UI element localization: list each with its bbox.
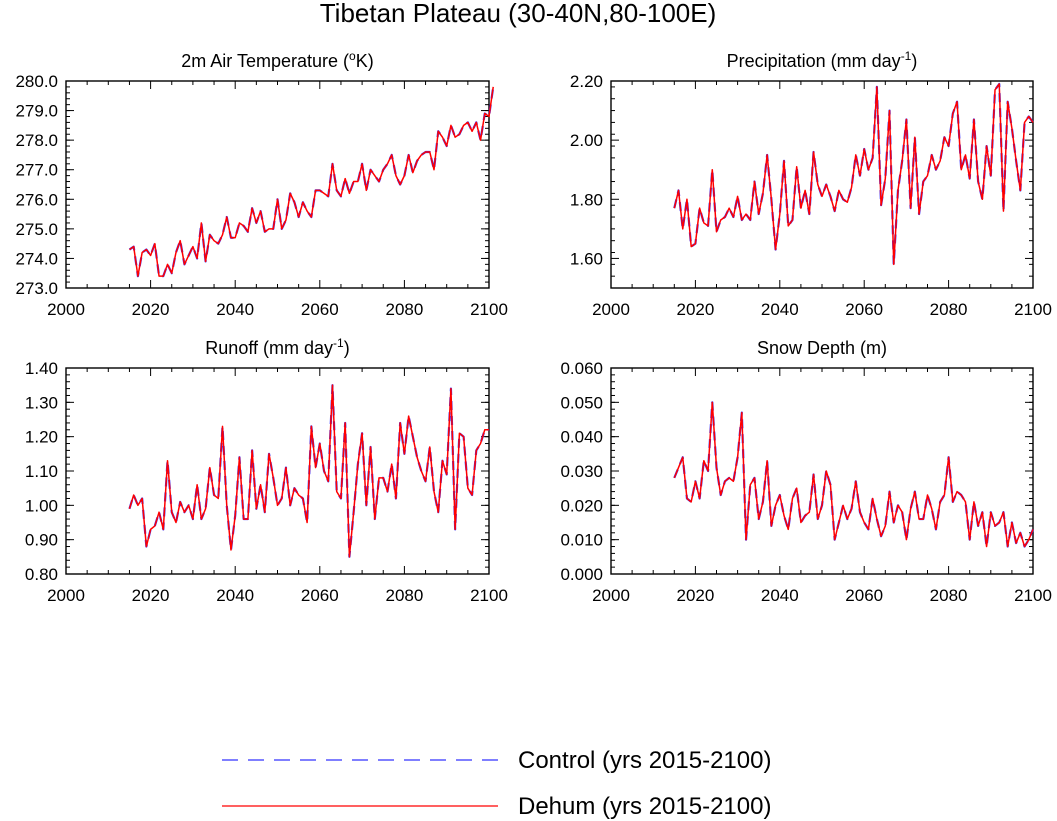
y-tick-label: 1.40 — [25, 359, 58, 378]
x-tick-label: 2020 — [676, 300, 714, 319]
series-line-dehum — [129, 86, 494, 277]
panel-title-superscript: -1 — [901, 49, 912, 63]
x-tick-label: 2020 — [132, 586, 170, 605]
series-line-dehum — [673, 401, 1034, 548]
y-tick-label: 1.10 — [25, 462, 58, 481]
y-tick-label: 280.0 — [15, 72, 58, 91]
y-tick-label: 0.90 — [25, 531, 58, 550]
y-tick-label: 0.060 — [560, 359, 603, 378]
y-tick-label: 2.00 — [570, 131, 603, 150]
series-line-dehum — [128, 384, 489, 558]
y-tick-label: 279.0 — [15, 102, 58, 121]
panel-title: Snow Depth (m) — [757, 338, 887, 358]
x-tick-label: 2080 — [385, 300, 423, 319]
legend-dehum-label: Dehum (yrs 2015-2100) — [518, 793, 771, 820]
plot-frame — [610, 367, 1034, 575]
panel-title-text: Runoff (mm day — [205, 338, 333, 358]
y-tick-label: 273.0 — [15, 279, 58, 298]
panel-title-suffix: ) — [911, 51, 917, 71]
x-tick-label: 2000 — [592, 300, 630, 319]
x-tick-label: 2060 — [301, 300, 339, 319]
x-tick-label: 2080 — [930, 300, 968, 319]
x-tick-label: 2100 — [470, 586, 508, 605]
y-tick-label: 278.0 — [15, 131, 58, 150]
y-tick-label: 1.60 — [570, 249, 603, 268]
x-tick-label: 2040 — [216, 300, 254, 319]
x-tick-label: 2080 — [385, 586, 423, 605]
y-tick-label: 276.0 — [15, 190, 58, 209]
y-tick-label: 274.0 — [15, 249, 58, 268]
panels-group: 2m Air Temperature (oK) 2000 2020 2040 2060 2… — [15, 49, 1051, 605]
x-tick-label: 2100 — [470, 300, 508, 319]
y-tick-label: 1.20 — [25, 428, 58, 447]
series-line-dehum — [673, 83, 1034, 266]
chart-panel-3: Snow Depth (m) 2000 2020 2040 2060 2080 2100 0.… — [560, 338, 1051, 605]
x-tick-label: 2100 — [1014, 300, 1052, 319]
y-tick-label: 1.80 — [570, 190, 603, 209]
y-tick-label: 0.010 — [560, 531, 603, 550]
y-tick-label: 1.30 — [25, 393, 58, 412]
panel-title: 2m Air Temperature (oK) — [181, 49, 373, 71]
y-tick-label: 0.050 — [560, 393, 603, 412]
y-tick-label: 0.80 — [25, 565, 58, 584]
panel-title-text: Snow Depth (m) — [757, 338, 887, 358]
x-tick-label: 2060 — [301, 586, 339, 605]
chart-panel-0: 2m Air Temperature (oK) 2000 2020 2040 2060 2… — [15, 49, 507, 319]
legend-control-label: Control (yrs 2015-2100) — [518, 747, 771, 774]
panel-title-superscript: -1 — [333, 336, 344, 350]
panel-title-text: 2m Air Temperature ( — [181, 51, 349, 71]
legend: Control (yrs 2015-2100) Dehum (yrs 2015-… — [222, 747, 771, 820]
x-tick-label: 2060 — [845, 300, 883, 319]
x-tick-label: 2080 — [930, 586, 968, 605]
x-tick-label: 2020 — [132, 300, 170, 319]
x-tick-label: 2000 — [47, 586, 85, 605]
chart-panel-2: Runoff (mm day-1) 2000 2020 2040 2060 2080 210… — [25, 336, 508, 605]
figure-title: Tibetan Plateau (30-40N,80-100E) — [320, 0, 717, 28]
y-tick-label: 2.20 — [570, 72, 603, 91]
panel-title-suffix: K) — [356, 51, 374, 71]
plot-frame — [65, 80, 490, 289]
x-tick-label: 2040 — [761, 300, 799, 319]
chart-panel-1: Precipitation (mm day-1) 2000 2020 2040 2060… — [570, 49, 1052, 319]
x-tick-label: 2000 — [592, 586, 630, 605]
x-tick-label: 2040 — [761, 586, 799, 605]
y-tick-label: 0.040 — [560, 428, 603, 447]
y-tick-label: 1.00 — [25, 496, 58, 515]
plot-frame — [65, 367, 490, 575]
panel-title-text: Precipitation (mm day — [727, 51, 901, 71]
panel-title-superscript: o — [349, 49, 356, 63]
panel-title: Runoff (mm day-1) — [205, 336, 349, 358]
series-line-control — [128, 86, 495, 278]
y-tick-label: 275.0 — [15, 220, 58, 239]
x-tick-label: 2060 — [845, 586, 883, 605]
y-tick-label: 0.000 — [560, 565, 603, 584]
y-tick-label: 277.0 — [15, 161, 58, 180]
panel-title: Precipitation (mm day-1) — [727, 49, 918, 71]
x-tick-label: 2040 — [216, 586, 254, 605]
plot-frame — [610, 80, 1034, 289]
x-tick-label: 2000 — [47, 300, 85, 319]
x-tick-label: 2100 — [1014, 586, 1052, 605]
y-tick-label: 0.030 — [560, 462, 603, 481]
x-tick-label: 2020 — [676, 586, 714, 605]
panel-title-suffix: ) — [344, 338, 350, 358]
y-tick-label: 0.020 — [560, 496, 603, 515]
